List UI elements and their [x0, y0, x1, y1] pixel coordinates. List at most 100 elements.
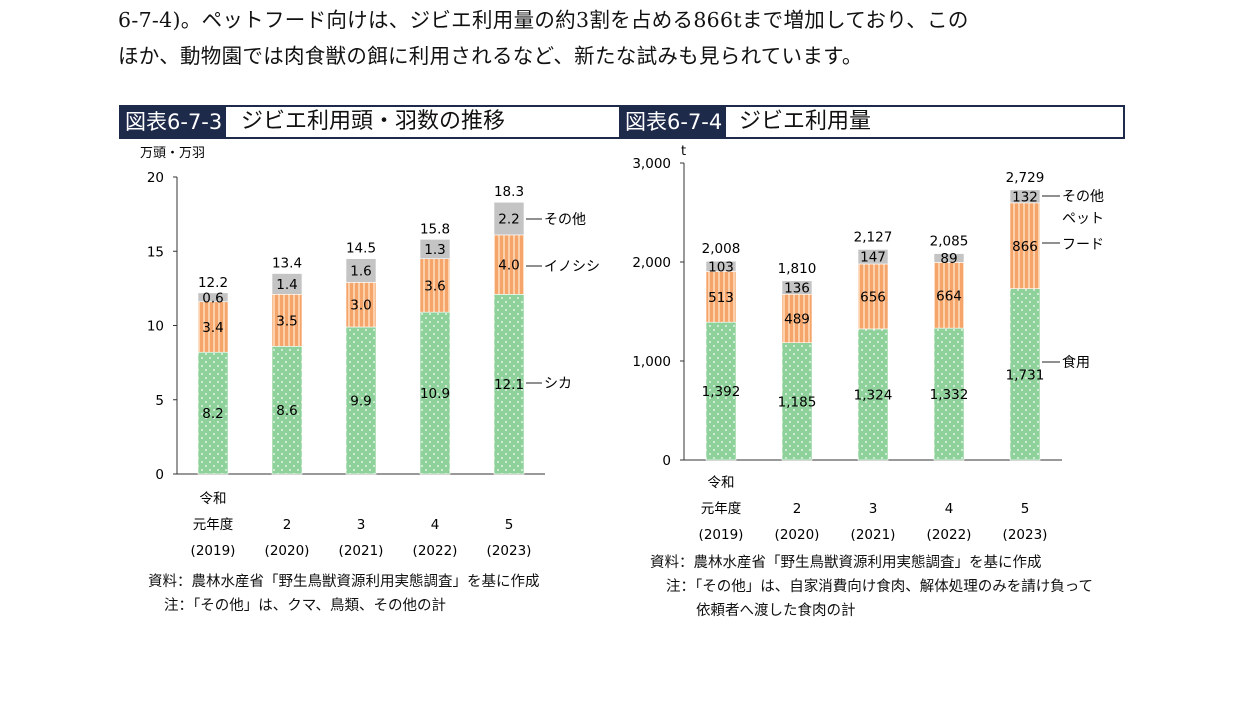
bar-segment-1	[857, 328, 889, 461]
figure-1-note: 注：「その他」は、クマ、鳥類、その他の計	[164, 598, 447, 614]
bar-segment-2	[781, 293, 813, 343]
segment-label: 1.4	[276, 277, 297, 293]
segment-label: 1,731	[1006, 367, 1045, 383]
segment-label: 103	[708, 259, 734, 275]
segment-label: 664	[936, 288, 962, 304]
total-label: 2,008	[702, 241, 741, 257]
category-label: 3	[357, 517, 366, 533]
y-tick-label: 20	[147, 170, 164, 186]
bar-segment-3	[493, 201, 525, 236]
total-label: 2,085	[930, 234, 969, 250]
segment-label: 10.9	[420, 386, 450, 402]
y-tick-label: 10	[147, 319, 164, 335]
category-label: 5	[1021, 501, 1030, 517]
bar-segment-3	[345, 258, 377, 283]
y-tick-label: 2,000	[632, 255, 671, 271]
figure-2-header: 図表6-7-4 ジビエ利用量	[619, 105, 1125, 139]
legend-label: 食用	[1062, 354, 1090, 371]
segment-label: 489	[784, 311, 810, 327]
total-label: 14.5	[346, 241, 376, 257]
total-label: 2,127	[854, 229, 893, 245]
y-tick-label: 0	[662, 453, 671, 469]
segment-label: 1.6	[350, 264, 371, 280]
figure-2-note-2: 依頼者へ渡した食肉の計	[696, 603, 856, 619]
segment-label: 9.9	[350, 393, 371, 409]
bar-segment-1	[933, 327, 965, 461]
y-tick-label: 0	[155, 467, 164, 483]
category-label: 令和	[200, 491, 227, 507]
figure-2-note-1: 注：「その他」は、自家消費向け食肉、解体処理のみを請け負って	[666, 579, 1094, 595]
category-label: (2020)	[775, 527, 820, 543]
category-label: 2	[283, 517, 292, 533]
category-label: 元年度	[193, 517, 234, 533]
bar-segment-3	[857, 249, 889, 265]
y-tick-label: 5	[155, 393, 164, 409]
figure-1-title: ジビエ利用頭・羽数の推移	[241, 109, 506, 134]
legend-label: ペット	[1062, 211, 1104, 227]
intro-line-1: 6-7-4)。ペットフード向けは、ジビエ利用量の約3割を占める866tまで増加し…	[118, 8, 969, 32]
segment-label: 8.2	[202, 406, 223, 422]
category-label: (2023)	[1003, 527, 1048, 543]
bar-segment-2	[493, 234, 525, 295]
category-label: 2	[793, 501, 802, 517]
figure-1-notes: 資料：農林水産省「野生鳥獣資源利用実態調査」を基に作成 注：「その他」は、クマ、…	[148, 570, 540, 618]
category-label: (2021)	[339, 543, 384, 559]
category-label: 令和	[708, 475, 735, 491]
bar-segment-1	[419, 311, 451, 475]
segment-label: 147	[860, 250, 886, 266]
legend-label: シカ	[544, 376, 572, 392]
bar-segment-1	[1009, 288, 1041, 461]
category-label: 元年度	[701, 501, 742, 517]
y-tick-label: 1,000	[632, 354, 671, 370]
category-label: 4	[945, 501, 954, 517]
legend-label: イノシシ	[544, 259, 600, 275]
total-label: 2,729	[1006, 170, 1045, 186]
bar-segment-2	[1009, 202, 1041, 289]
category-label: 4	[431, 517, 440, 533]
bar-segment-3	[1009, 189, 1041, 204]
bar-segment-1	[705, 321, 737, 461]
total-label: 12.2	[198, 275, 228, 291]
bar-segment-2	[345, 282, 377, 328]
bar-segment-3	[781, 280, 813, 295]
bar-segment-2	[419, 258, 451, 313]
segment-label: 4.0	[498, 258, 519, 274]
segment-label: 2.2	[498, 212, 519, 228]
category-label: (2022)	[413, 543, 458, 559]
figure-2-number: 図表6-7-4	[621, 107, 727, 137]
y-axis-unit: t	[681, 144, 686, 159]
figure-1-number: 図表6-7-3	[121, 107, 227, 137]
segment-label: 3.0	[350, 298, 371, 314]
category-label: (2023)	[487, 543, 532, 559]
figure-2-notes: 資料：農林水産省「野生鳥獣資源利用実態調査」を基に作成 注：「その他」は、自家消…	[650, 551, 1093, 623]
segment-label: 3.6	[424, 278, 445, 294]
figure-2-title: ジビエ利用量	[739, 109, 872, 134]
segment-label: 8.6	[276, 403, 297, 419]
segment-label: 136	[784, 281, 810, 297]
y-axis-unit: 万頭・万羽	[140, 146, 205, 161]
bar-segment-2	[705, 271, 737, 323]
y-tick-label: 3,000	[632, 156, 671, 172]
segment-label: 1,324	[854, 387, 893, 403]
figure-1-header: 図表6-7-3 ジビエ利用頭・羽数の推移	[119, 105, 621, 139]
legend-label: フード	[1062, 237, 1104, 253]
bar-segment-3	[271, 273, 303, 295]
bar-segment-2	[271, 294, 303, 347]
bar-segment-3	[705, 260, 737, 272]
segment-label: 1,392	[702, 384, 741, 400]
segment-label: 3.5	[276, 313, 297, 329]
category-label: 3	[869, 501, 878, 517]
total-label: 15.8	[420, 221, 450, 237]
intro-line-2: ほか、動物園では肉食獣の餌に利用されるなど、新たな試みも見られています。	[118, 44, 863, 68]
legend-label: その他	[1062, 189, 1104, 205]
category-label: (2019)	[191, 543, 236, 559]
segment-label: 0.6	[202, 290, 223, 306]
bar-segment-3	[933, 253, 965, 263]
total-label: 18.3	[494, 184, 524, 200]
y-tick-label: 15	[147, 244, 164, 260]
segment-label: 3.4	[202, 320, 223, 336]
bar-segment-1	[197, 351, 229, 475]
category-label: (2022)	[927, 527, 972, 543]
